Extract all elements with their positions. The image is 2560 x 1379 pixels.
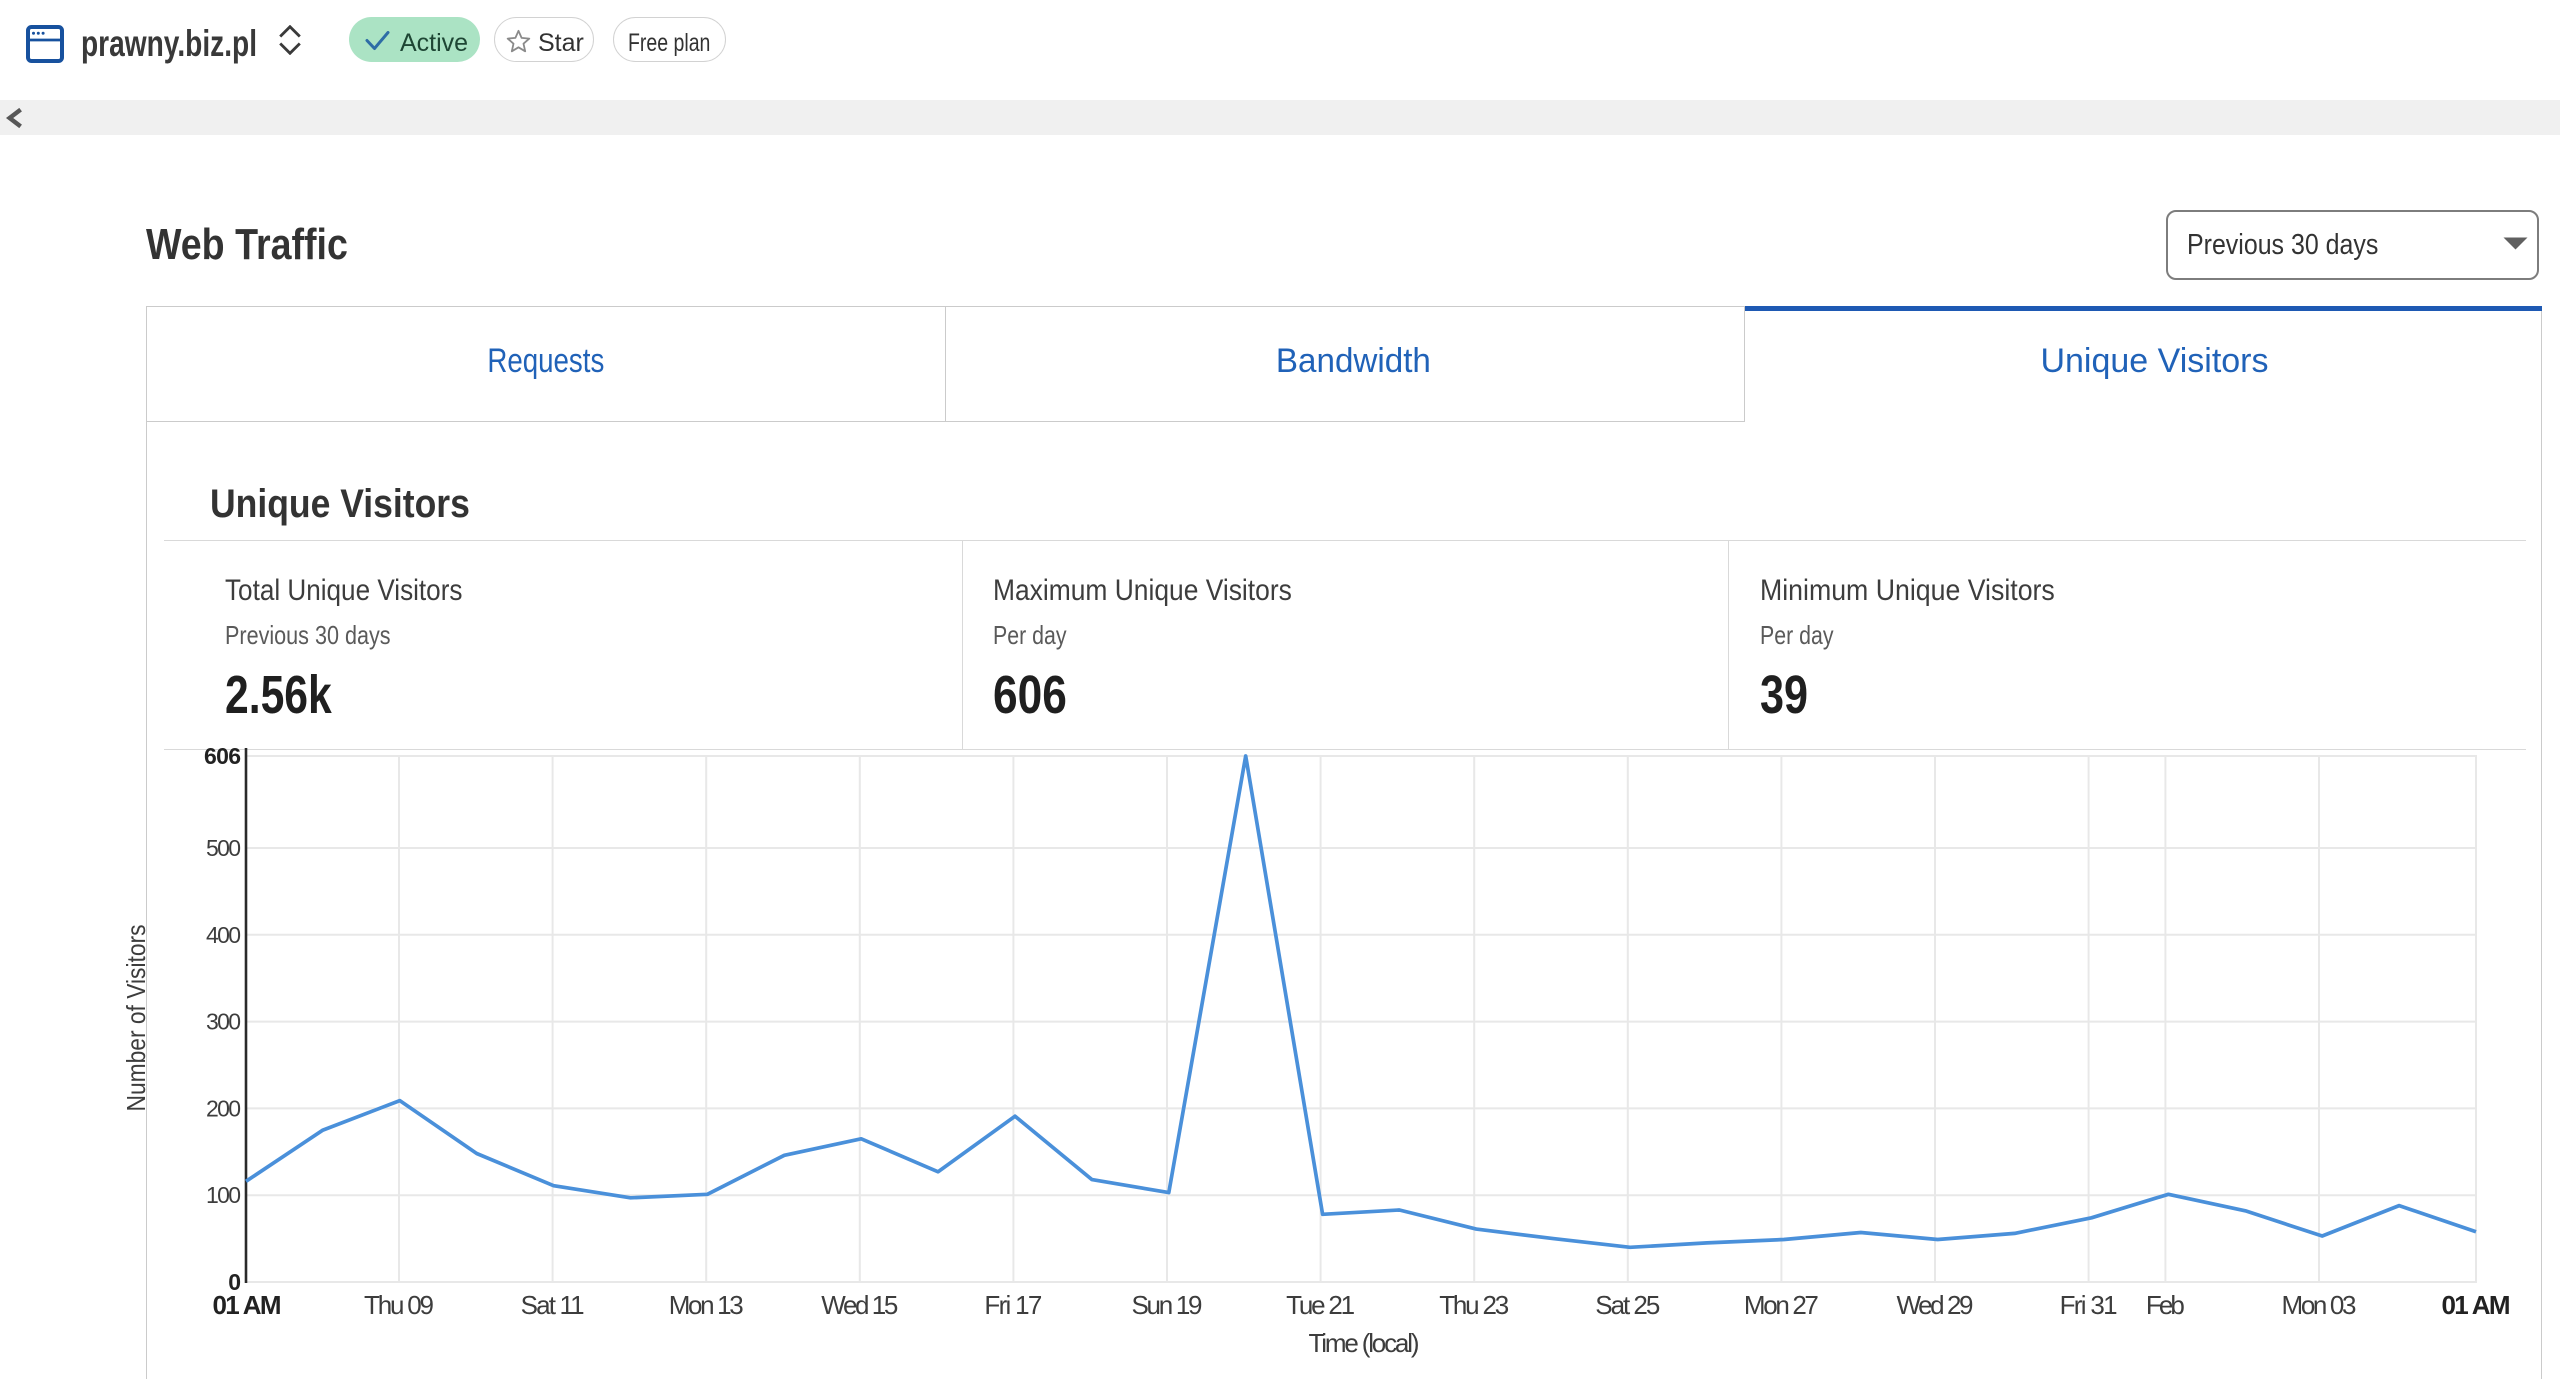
- svg-text:Mon 03: Mon 03: [2282, 1290, 2357, 1320]
- svg-text:Time (local): Time (local): [1309, 1328, 1420, 1358]
- svg-text:200: 200: [206, 1095, 241, 1121]
- svg-text:100: 100: [206, 1182, 241, 1208]
- svg-text:Thu 09: Thu 09: [364, 1290, 434, 1320]
- svg-text:01 AM: 01 AM: [2442, 1290, 2511, 1320]
- svg-text:Tue 21: Tue 21: [1286, 1290, 1355, 1320]
- svg-text:Number of Visitors: Number of Visitors: [121, 925, 151, 1112]
- svg-text:Wed 15: Wed 15: [821, 1290, 898, 1320]
- svg-text:Sat 25: Sat 25: [1595, 1290, 1660, 1320]
- svg-text:Sun 19: Sun 19: [1132, 1290, 1203, 1320]
- svg-text:400: 400: [206, 922, 241, 948]
- svg-text:0: 0: [228, 1269, 241, 1295]
- svg-text:Mon 27: Mon 27: [1744, 1290, 1819, 1320]
- svg-text:Fri 17: Fri 17: [984, 1290, 1042, 1320]
- svg-text:Sat 11: Sat 11: [521, 1290, 585, 1320]
- svg-text:Fri 31: Fri 31: [2060, 1290, 2118, 1320]
- svg-text:Wed 29: Wed 29: [1897, 1290, 1974, 1320]
- svg-text:300: 300: [206, 1009, 241, 1035]
- svg-text:01 AM: 01 AM: [213, 1290, 282, 1320]
- svg-text:Feb: Feb: [2146, 1290, 2185, 1320]
- svg-text:Thu 23: Thu 23: [1439, 1290, 1509, 1320]
- svg-text:606: 606: [204, 743, 241, 769]
- svg-text:Mon 13: Mon 13: [669, 1290, 744, 1320]
- svg-text:500: 500: [206, 835, 241, 861]
